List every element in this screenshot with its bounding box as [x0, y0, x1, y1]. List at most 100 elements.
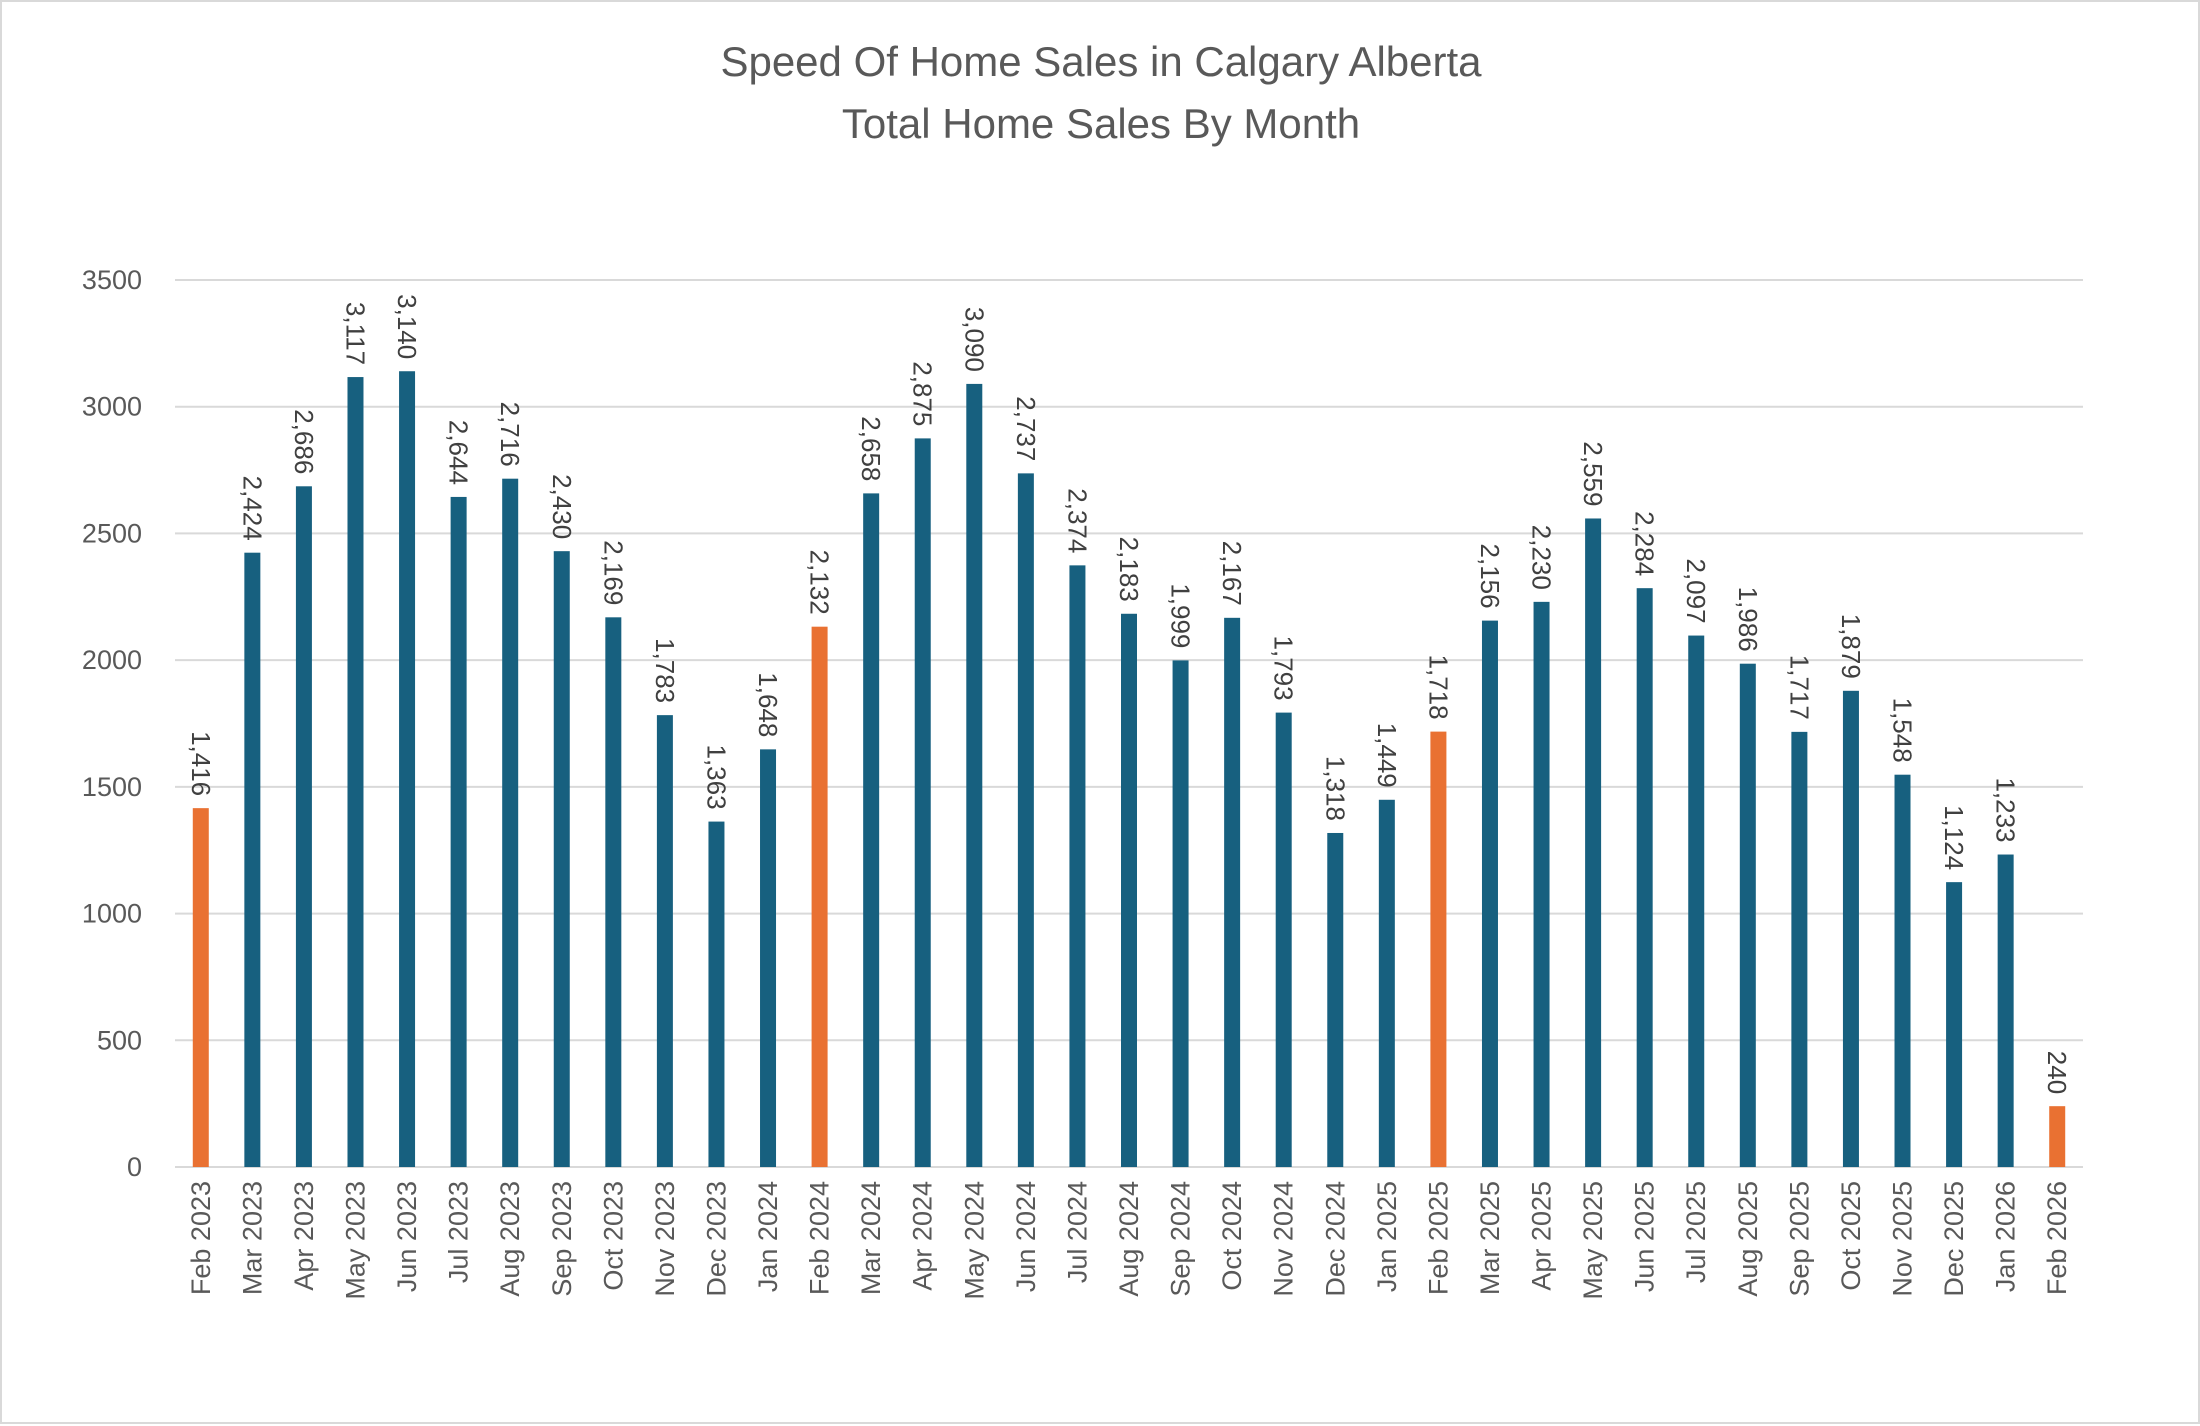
bar	[450, 496, 467, 1168]
data-label: 2,183	[1114, 537, 1144, 602]
data-label: 2,374	[1062, 488, 1092, 553]
data-label: 2,097	[1681, 558, 1711, 623]
x-tick-label: Jan 2025	[1372, 1181, 1402, 1292]
bar	[708, 821, 725, 1167]
data-label: 1,999	[1166, 583, 1196, 648]
x-tick-label: Jun 2025	[1630, 1181, 1660, 1292]
x-tick-label: Feb 2026	[2042, 1181, 2072, 1295]
bar	[1842, 690, 1859, 1167]
bar	[1172, 660, 1189, 1167]
data-label: 1,124	[1939, 805, 1969, 870]
data-label: 2,644	[444, 420, 474, 485]
x-tick-label: Feb 2025	[1423, 1181, 1453, 1295]
x-tick-label: May 2024	[959, 1181, 989, 1300]
y-tick-label: 500	[97, 1025, 142, 1055]
y-tick-label: 3500	[82, 265, 142, 295]
data-label: 1,363	[701, 744, 731, 809]
bar	[347, 377, 364, 1168]
bar	[656, 715, 673, 1167]
x-tick-label: Jul 2024	[1062, 1181, 1092, 1283]
x-tick-label: Dec 2025	[1939, 1181, 1969, 1297]
data-label: 1,793	[1269, 636, 1299, 701]
x-tick-label: Jun 2023	[392, 1181, 422, 1292]
data-label: 1,783	[650, 638, 680, 703]
data-label: 1,717	[1784, 655, 1814, 720]
data-label: 3,117	[340, 302, 370, 365]
x-tick-label: Oct 2023	[598, 1181, 628, 1291]
y-tick-label: 2000	[82, 645, 142, 675]
y-tick-label: 0	[127, 1152, 142, 1182]
data-label: 1,718	[1423, 655, 1453, 720]
data-label: 2,156	[1475, 544, 1505, 609]
bar	[1275, 712, 1292, 1167]
x-tick-label: Nov 2025	[1888, 1181, 1918, 1297]
bar	[2049, 1106, 2066, 1167]
bar	[1636, 588, 1653, 1167]
bar	[966, 383, 983, 1167]
x-tick-label: Apr 2024	[908, 1181, 938, 1291]
data-label: 2,430	[547, 474, 577, 539]
x-tick-label: Nov 2023	[650, 1181, 680, 1297]
bar	[1997, 854, 2014, 1167]
data-label: 2,284	[1630, 511, 1660, 576]
bar	[399, 371, 416, 1168]
data-label: 1,879	[1836, 614, 1866, 679]
bar	[1533, 601, 1550, 1167]
bar	[1430, 731, 1447, 1167]
bar	[1946, 882, 1963, 1167]
bar	[1585, 518, 1602, 1167]
bar	[1894, 774, 1911, 1167]
chart-subtitle: Total Home Sales By Month	[842, 100, 1360, 147]
x-tick-label: Dec 2023	[701, 1181, 731, 1297]
bar	[1069, 565, 1086, 1167]
x-tick-label: Jul 2023	[444, 1181, 474, 1283]
x-tick-label: Nov 2024	[1269, 1181, 1299, 1297]
bar	[1739, 663, 1756, 1167]
data-label: 1,318	[1320, 756, 1350, 821]
data-label: 1,416	[186, 731, 216, 796]
x-tick-label: Apr 2025	[1527, 1181, 1557, 1291]
x-tick-label: May 2023	[340, 1181, 370, 1300]
bar	[1121, 613, 1137, 1167]
y-tick-label: 2500	[82, 518, 142, 548]
bar	[605, 617, 622, 1167]
x-tick-label: Feb 2023	[186, 1181, 216, 1295]
bar	[1224, 617, 1241, 1167]
data-label: 2,559	[1578, 441, 1608, 506]
data-label: 2,230	[1527, 525, 1557, 590]
bar	[295, 486, 312, 1167]
x-tick-label: Jul 2025	[1681, 1181, 1711, 1283]
data-label: 2,424	[237, 476, 267, 541]
bar	[760, 749, 777, 1167]
x-tick-label: Dec 2024	[1320, 1181, 1350, 1297]
x-tick-label: Apr 2023	[289, 1181, 319, 1291]
data-label: 2,686	[289, 409, 319, 474]
data-label: 2,169	[598, 540, 628, 605]
x-tick-label: May 2025	[1578, 1181, 1608, 1300]
bar	[1791, 731, 1808, 1167]
data-label: 2,132	[805, 550, 835, 615]
bar	[1688, 635, 1705, 1167]
data-label: 2,716	[495, 402, 525, 467]
bar	[244, 552, 261, 1167]
data-label: 1,648	[753, 672, 783, 737]
y-tick-label: 1000	[82, 899, 142, 929]
bar	[914, 438, 931, 1168]
x-tick-label: Mar 2025	[1475, 1181, 1505, 1295]
x-tick-label: Mar 2024	[856, 1181, 886, 1295]
bar	[553, 551, 570, 1167]
bar	[1327, 832, 1344, 1167]
x-tick-label: Mar 2023	[237, 1181, 267, 1295]
bar	[1481, 620, 1498, 1167]
x-tick-label: Sep 2024	[1166, 1181, 1196, 1297]
bar	[1017, 473, 1034, 1168]
data-label: 2,875	[908, 361, 938, 426]
x-tick-label: Jan 2026	[1991, 1181, 2021, 1292]
data-label: 2,658	[856, 416, 886, 481]
x-tick-label: Aug 2025	[1733, 1181, 1763, 1297]
data-label: 3,090	[959, 307, 989, 372]
data-label: 1,548	[1888, 698, 1918, 763]
bar	[863, 493, 880, 1168]
